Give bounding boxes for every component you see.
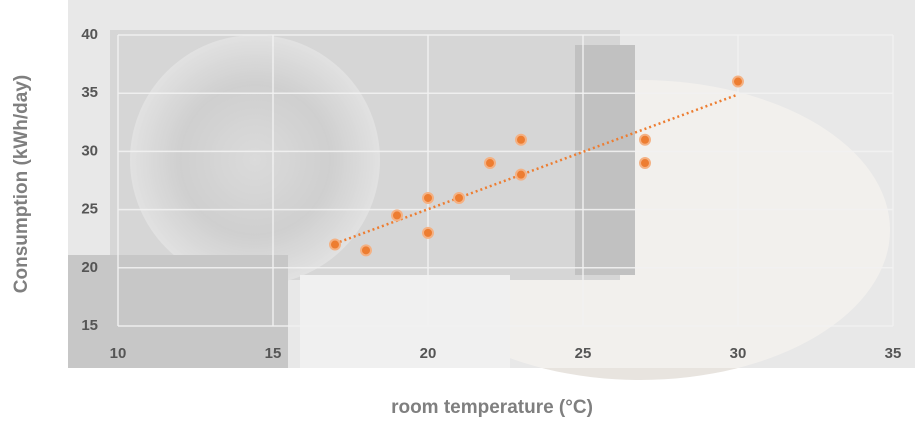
point (516, 135, 526, 145)
x-tick-label: 15 (265, 345, 282, 362)
point (423, 228, 433, 238)
x-tick-label: 10 (110, 345, 127, 362)
x-tick-label: 20 (420, 345, 437, 362)
x-tick-label: 30 (730, 345, 747, 362)
y-axis-title: Consumption (kWh/day) (11, 75, 32, 293)
y-tick-label: 25 (81, 201, 98, 218)
x-tick-label: 25 (575, 345, 592, 362)
point (454, 193, 464, 203)
y-tick-label: 40 (81, 26, 98, 43)
y-tick-label: 35 (81, 84, 98, 101)
point (485, 158, 495, 168)
y-tick-label: 20 (81, 259, 98, 276)
x-axis-title: room temperature (°C) (391, 397, 593, 418)
y-tick-label: 15 (81, 317, 98, 334)
point (640, 158, 650, 168)
photo-background (68, 0, 915, 380)
chart: room temperature (°C) Consumption (kWh/d… (0, 0, 915, 428)
point (516, 170, 526, 180)
point (423, 193, 433, 203)
point (361, 245, 371, 255)
y-tick-label: 30 (81, 142, 98, 159)
point (392, 210, 402, 220)
point (330, 240, 340, 250)
x-tick-label: 35 (885, 345, 902, 362)
point (733, 77, 743, 87)
point (640, 135, 650, 145)
